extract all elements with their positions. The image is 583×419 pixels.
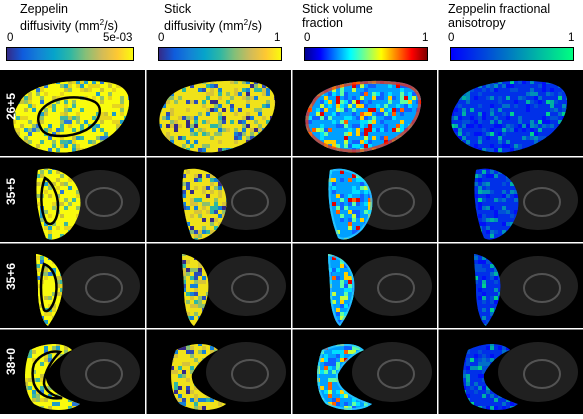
map-panel-r3-c3 [328,254,432,326]
map-panel-r2-c3 [328,168,432,240]
colorbar-min-label: 0 [7,32,14,44]
panel-title: Stick diffusivity (mm2/s) [164,2,262,34]
colorbar-max-label: 5e-03 [103,32,133,44]
map-panel-r4-c1 [25,342,140,410]
map-panel-r2-c2 [182,168,286,240]
image-grid: 26+5 35+5 35+6 38+0 [0,70,583,414]
colorbar-min-label: 0 [158,32,165,44]
map-panel-r1-c2 [159,80,276,153]
row-divider [0,156,583,158]
panel-header-zeppelin-fractional-anisotropy: Zeppelin fractional anisotropy 0 1 [442,0,583,70]
map-panel-r3-c4 [474,254,578,326]
map-panel-r1-c3 [305,80,422,153]
map-panel-r2-c4 [474,168,578,240]
map-panel-r4-c2 [171,342,286,410]
map-panel-r3-c1 [36,254,140,326]
row-label-gestational-age: 35+6 [4,262,18,290]
panel-title: Stick volume fraction [302,2,373,30]
colorbar-min-label: 0 [304,32,311,44]
map-panel-r1-c4 [451,80,568,153]
row-divider [0,328,583,330]
panel-header-zeppelin-diffusivity: Zeppelin diffusivity (mm2/s) 0 5e-03 [0,0,145,70]
panel-header-stick-volume-fraction: Stick volume fraction 0 1 [296,0,441,70]
row-label-gestational-age: 35+5 [4,177,18,205]
colorbar-max-label: 1 [568,32,575,44]
map-panel-r4-c4 [463,342,578,410]
map-panel-r2-c1 [36,168,140,240]
colorbar-min-label: 0 [448,32,455,44]
colorbar-max-label: 1 [422,32,429,44]
map-panel-r4-c3 [317,342,432,410]
colorbar-max-label: 1 [274,32,281,44]
panel-header-stick-diffusivity: Stick diffusivity (mm2/s) 0 1 [150,0,295,70]
row-divider [0,242,583,244]
map-panel-r1-c1 [13,80,130,153]
colorbar [304,47,428,61]
colorbar [450,47,574,61]
panel-title: Zeppelin diffusivity (mm2/s) [20,2,118,34]
placenta-maps [0,70,583,414]
map-panel-r3-c2 [182,254,286,326]
colorbar [6,47,134,61]
row-label-gestational-age: 26+5 [4,92,18,120]
row-label-gestational-age: 38+0 [4,347,18,375]
panel-title: Zeppelin fractional anisotropy [448,2,551,30]
colorbar [158,47,282,61]
